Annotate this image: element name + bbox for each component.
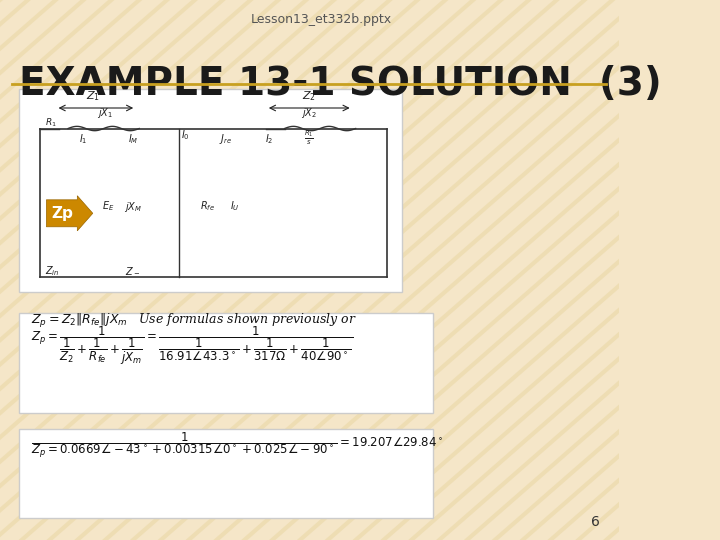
FancyArrow shape: [46, 195, 93, 231]
Text: $Z_p = \dfrac{1}{\dfrac{1}{Z_2} + \dfrac{1}{R_{fe}} + \dfrac{1}{jX_m}}$$= \dfrac: $Z_p = \dfrac{1}{\dfrac{1}{Z_2} + \dfrac…: [31, 325, 354, 367]
Text: $I_M$: $I_M$: [127, 132, 138, 146]
Text: $E_E$: $E_E$: [102, 199, 114, 213]
Text: Lesson13_et332b.pptx: Lesson13_et332b.pptx: [251, 14, 392, 26]
Text: $\frac{R_1}{s}$: $\frac{R_1}{s}$: [305, 129, 314, 146]
Text: $\dfrac{1}{Z_p = 0.0669\angle -43^\circ + 0.00315\angle 0^\circ + 0.025\angle -9: $\dfrac{1}{Z_p = 0.0669\angle -43^\circ …: [31, 430, 443, 461]
Text: $I_1$: $I_1$: [79, 132, 88, 146]
Text: EXAMPLE 13-1 SOLUTION  (3): EXAMPLE 13-1 SOLUTION (3): [19, 65, 661, 103]
Text: $jX_M$: $jX_M$: [124, 199, 142, 213]
Text: $Z_2$: $Z_2$: [302, 89, 316, 103]
Text: $Z_p = Z_2 \| R_{fe} \| jX_m$   Use formulas shown previously or: $Z_p = Z_2 \| R_{fe} \| jX_m$ Use formul…: [31, 312, 357, 330]
Text: $R_{fe}$: $R_{fe}$: [199, 199, 215, 213]
Text: $Z_-$: $Z_-$: [125, 266, 140, 276]
FancyBboxPatch shape: [19, 89, 402, 292]
Text: $J_{re}$: $J_{re}$: [219, 132, 233, 146]
Text: Zp: Zp: [52, 206, 73, 221]
Text: $Z_1$: $Z_1$: [86, 89, 100, 103]
Text: $I_2$: $I_2$: [265, 132, 274, 146]
FancyBboxPatch shape: [19, 429, 433, 518]
Text: $jX_1$: $jX_1$: [97, 106, 113, 120]
Text: $R_1$: $R_1$: [45, 116, 57, 129]
Text: 6: 6: [591, 515, 600, 529]
Text: $Z_{in}$: $Z_{in}$: [45, 264, 60, 278]
FancyBboxPatch shape: [19, 313, 433, 413]
Text: $I_0$: $I_0$: [181, 127, 190, 141]
Text: $I_U$: $I_U$: [230, 199, 240, 213]
Text: $jX_2$: $jX_2$: [301, 106, 318, 120]
